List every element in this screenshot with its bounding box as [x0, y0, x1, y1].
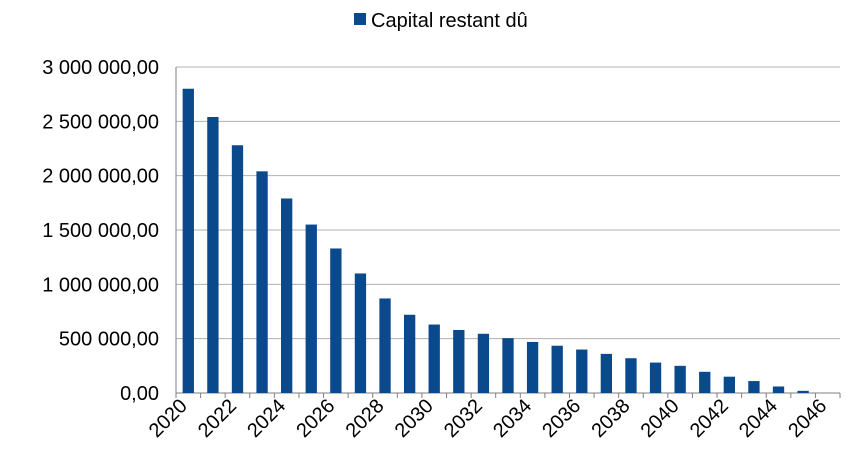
bar — [330, 248, 342, 393]
bar — [453, 329, 465, 393]
bar — [477, 333, 490, 393]
x-tick-label: 2034 — [489, 395, 536, 442]
plot-area: 0,00 500 000,00 1 000 000,00 1 500 000,00 2 … — [42, 57, 841, 442]
bar — [772, 386, 785, 393]
y-tick-label: 500 000,00 — [59, 329, 159, 351]
bar — [281, 198, 293, 393]
bar — [305, 224, 317, 393]
bar — [256, 171, 268, 393]
x-tick-label: 2036 — [538, 395, 585, 442]
x-tick-label: 2022 — [194, 395, 241, 442]
x-tick-label: 2032 — [440, 395, 487, 442]
bar — [674, 365, 686, 393]
x-tick-label: 2030 — [391, 395, 438, 442]
bar — [797, 390, 809, 393]
x-tick-label: 2026 — [292, 395, 339, 442]
y-tick-label: 1 000 000,00 — [42, 274, 159, 296]
bar — [502, 338, 514, 393]
y-tick-label: 0,00 — [120, 383, 159, 405]
bar — [526, 341, 539, 393]
legend-swatch — [354, 13, 366, 25]
x-tick-label: 2044 — [735, 395, 782, 442]
bar — [600, 353, 613, 393]
y-tick-label: 3 000 000,00 — [42, 57, 159, 79]
bar — [428, 324, 440, 393]
bar — [182, 88, 194, 393]
x-tick-label: 2042 — [686, 395, 733, 442]
x-tick-label: 2028 — [342, 395, 389, 442]
bar — [379, 298, 391, 393]
bar — [231, 145, 244, 393]
bar — [576, 349, 588, 393]
x-tick-label: 2040 — [637, 395, 684, 442]
y-tick-label: 2 000 000,00 — [42, 166, 159, 188]
bar — [699, 371, 711, 393]
y-tick-label: 1 500 000,00 — [42, 220, 159, 242]
legend: Capital restant dû — [354, 10, 528, 32]
legend-label: Capital restant dû — [371, 10, 528, 32]
bar — [625, 358, 637, 393]
bar — [649, 362, 662, 393]
y-tick-label: 2 500 000,00 — [42, 111, 159, 133]
x-tick-label: 2038 — [587, 395, 634, 442]
bar — [403, 314, 416, 393]
bar — [551, 345, 563, 393]
bar — [354, 273, 367, 393]
bar — [207, 116, 219, 393]
x-tick-label: 2046 — [784, 395, 831, 442]
x-tick-label: 2024 — [243, 395, 290, 442]
bar — [723, 376, 735, 393]
bar — [748, 381, 760, 393]
